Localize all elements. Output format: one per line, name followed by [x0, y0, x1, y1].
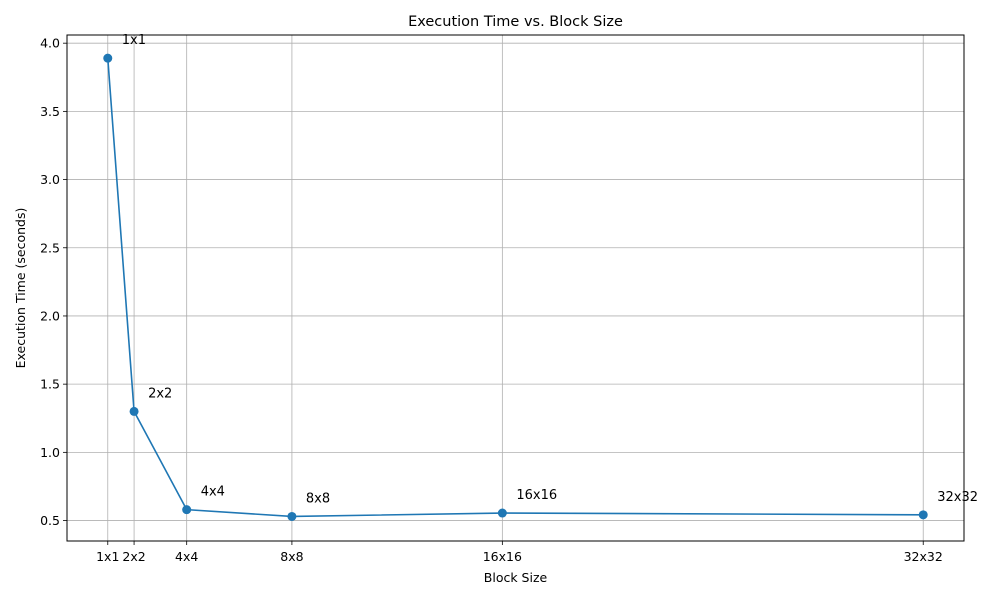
- data-point: [497, 508, 507, 518]
- data-point: [103, 53, 113, 63]
- x-tick-label: 8x8: [280, 549, 303, 564]
- y-tick-label: 3.5: [40, 104, 60, 119]
- y-tick-label: 1.5: [40, 377, 60, 392]
- data-point: [182, 505, 192, 515]
- y-tick-label: 1.0: [40, 445, 60, 460]
- y-tick-label: 4.0: [40, 36, 60, 51]
- data-point: [129, 406, 139, 416]
- annotation-layer: 1x1 2x2 4x4 8x8 16x16 32x32: [122, 33, 978, 506]
- chart-title: Execution Time vs. Block Size: [408, 14, 623, 30]
- point-annotation: 2x2: [148, 386, 172, 401]
- data-point: [287, 511, 297, 521]
- y-tick-label: 2.0: [40, 308, 60, 323]
- y-tick-label: 3.0: [40, 172, 60, 187]
- point-annotation: 1x1: [122, 33, 146, 48]
- series-layer: [103, 53, 928, 521]
- plot-frame: [66, 34, 965, 542]
- y-tick-label: 0.5: [40, 513, 60, 528]
- x-tick-label: 4x4: [175, 549, 198, 564]
- point-annotation: 8x8: [306, 491, 330, 506]
- x-tick-label: 2x2: [122, 549, 145, 564]
- x-tick-label: 1x1: [96, 549, 119, 564]
- point-annotation: 16x16: [516, 488, 557, 503]
- point-annotation: 32x32: [937, 490, 978, 505]
- point-annotation: 4x4: [201, 485, 225, 500]
- x-tick-label: 16x16: [483, 549, 522, 564]
- series-line: [106, 58, 924, 518]
- grid-lines: [67, 35, 964, 541]
- data-point: [918, 510, 928, 520]
- y-tick-label: 2.5: [40, 240, 60, 255]
- y-axis-label: Execution Time (seconds): [13, 208, 28, 369]
- x-axis-label: Block Size: [484, 570, 548, 585]
- axis-ticks: 1x1 2x2 4x4 8x8 16x16 32x320.51.01.52.02.53.0…: [40, 36, 943, 564]
- x-tick-label: 32x32: [904, 549, 943, 564]
